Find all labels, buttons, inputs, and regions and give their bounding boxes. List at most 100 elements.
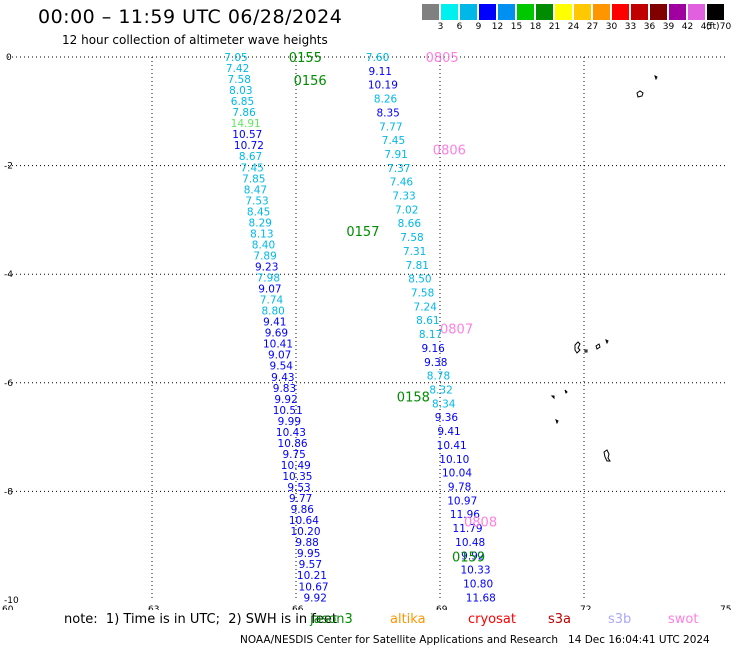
wave-height-value: 7.98 bbox=[257, 273, 280, 285]
wave-height-value: 9.86 bbox=[291, 504, 315, 516]
wave-height-value: 10.72 bbox=[234, 140, 264, 152]
wave-height-value: 8.17 bbox=[419, 329, 442, 341]
wave-height-value: 7.77 bbox=[379, 121, 402, 133]
wave-height-value: 8.80 bbox=[261, 306, 284, 318]
wave-height-value: 7.91 bbox=[384, 149, 407, 161]
lat-tick-label: -6 bbox=[4, 379, 13, 389]
colorbar-tick: 42 bbox=[681, 22, 694, 32]
wave-height-value: 9.92 bbox=[461, 551, 484, 563]
wave-height-value: 8.40 bbox=[252, 239, 275, 251]
wave-height-value: 7.60 bbox=[366, 52, 389, 64]
wave-height-value: 7.86 bbox=[232, 107, 256, 119]
wave-height-value: 9.07 bbox=[268, 350, 291, 362]
wave-height-value: 10.41 bbox=[437, 440, 467, 452]
wave-height-value: 9.92 bbox=[304, 592, 327, 604]
wave-height-value: 9.38 bbox=[424, 357, 447, 369]
footer-note: note: 1) Time is in UTC; 2) SWH is in fe… bbox=[64, 612, 337, 627]
wave-height-value: 9.11 bbox=[369, 66, 392, 78]
colorbar-swatch bbox=[707, 4, 724, 20]
wave-height-value: 7.89 bbox=[253, 250, 276, 262]
wave-height-value: 9.41 bbox=[437, 426, 460, 438]
colorbar-swatch bbox=[688, 4, 705, 20]
wave-height-value: 9.75 bbox=[282, 449, 305, 461]
wave-height-value: 10.48 bbox=[455, 537, 485, 549]
wave-height-value: 8.35 bbox=[376, 107, 399, 119]
wave-height-value: 9.88 bbox=[295, 537, 318, 549]
colorbar-swatch bbox=[555, 4, 572, 20]
wave-height-value: 9.53 bbox=[287, 482, 310, 494]
colorbar-swatch bbox=[517, 4, 534, 20]
wave-height-value: 7.42 bbox=[226, 63, 249, 75]
wave-height-value: 8.78 bbox=[427, 371, 450, 383]
colorbar-tick: 3 bbox=[437, 22, 444, 32]
island-outline bbox=[603, 449, 611, 462]
wave-height-value: 7.58 bbox=[411, 288, 434, 300]
footer-credit: NOAA/NESDIS Center for Satellite Applica… bbox=[240, 634, 710, 646]
wave-height-value: 10.19 bbox=[368, 80, 398, 92]
wave-height-value: 10.64 bbox=[289, 515, 319, 527]
pass-labels: 0155 0156 0157 0158 0159 0805 0806 0807 0808 bbox=[289, 51, 497, 566]
colorbar-swatch bbox=[422, 4, 439, 20]
wave-height-value: 8.45 bbox=[247, 206, 270, 218]
pass-time-label: 0806 bbox=[433, 143, 466, 158]
colorbar-tick: 36 bbox=[643, 22, 656, 32]
wave-height-value: 11.96 bbox=[450, 509, 480, 521]
wave-height-value: 14.91 bbox=[231, 118, 261, 130]
pass-time-label: 0157 bbox=[346, 225, 379, 240]
wave-height-value: 10.49 bbox=[281, 460, 311, 472]
wave-height-value: 7.58 bbox=[400, 232, 423, 244]
wave-height-value: 8.34 bbox=[432, 398, 456, 410]
colorbar-tick: 15 bbox=[510, 22, 523, 32]
wave-height-value: 10.97 bbox=[447, 495, 477, 507]
wave-height-value: 8.50 bbox=[408, 274, 431, 286]
pass-time-label: 0156 bbox=[294, 74, 327, 89]
wave-height-value: 10.51 bbox=[273, 405, 303, 417]
lon-tick-label: 75 bbox=[720, 605, 731, 610]
page-title: 00:00 – 11:59 UTC 06/28/2024 bbox=[38, 6, 343, 28]
wave-height-value: 10.43 bbox=[276, 427, 306, 439]
colorbar-tick: 18 bbox=[529, 22, 542, 32]
colorbar-swatch bbox=[574, 4, 591, 20]
wave-height-value: 7.31 bbox=[403, 246, 426, 258]
wave-height-value: 11.79 bbox=[453, 523, 483, 535]
wave-height-value: 10.10 bbox=[439, 454, 469, 466]
colorbar-swatch bbox=[612, 4, 629, 20]
axis-labels: 60 63 66 69 72 75 0 -2 -4 -6 -8 -10 bbox=[2, 53, 731, 610]
pass-time-label: 0807 bbox=[440, 323, 473, 338]
lon-tick-label: 69 bbox=[436, 605, 448, 610]
colorbar-unit: (ft) bbox=[706, 22, 720, 32]
island-outline bbox=[550, 389, 568, 425]
wave-height-map: 60 63 66 69 72 750-2-4-6-8-10 7.057.427.588.0… bbox=[2, 51, 731, 610]
pass-time-label: 0158 bbox=[397, 390, 430, 405]
wave-height-value: 10.86 bbox=[278, 438, 308, 450]
lon-tick-label: 72 bbox=[580, 605, 591, 610]
pass-time-label: 0155 bbox=[289, 51, 322, 66]
wave-height-value: 9.69 bbox=[265, 328, 288, 340]
wave-height-value: 7.53 bbox=[245, 195, 268, 207]
colorbar-swatch bbox=[650, 4, 667, 20]
wave-height-value: 7.58 bbox=[228, 74, 251, 86]
island-outline bbox=[574, 339, 609, 354]
wave-height-value: 9.36 bbox=[435, 412, 459, 424]
pass-time-label: 0805 bbox=[426, 51, 459, 66]
wave-height-value: 9.07 bbox=[258, 284, 281, 296]
colorbar-swatch bbox=[669, 4, 686, 20]
wave-height-value: 9.78 bbox=[448, 481, 471, 493]
satellite-legend-item: cryosat bbox=[468, 612, 516, 627]
lat-tick-label: -10 bbox=[4, 596, 19, 606]
wave-height-value: 7.81 bbox=[406, 260, 429, 272]
satellite-legend-item: jason3 bbox=[310, 612, 353, 627]
satellite-legend-item: s3b bbox=[608, 612, 632, 627]
wave-height-value: 8.47 bbox=[244, 184, 267, 196]
colorbar-swatch bbox=[536, 4, 553, 20]
wave-height-value: 9.43 bbox=[271, 372, 294, 384]
lon-tick-label: 66 bbox=[292, 605, 304, 610]
wave-height-value: 8.61 bbox=[416, 315, 439, 327]
wave-height-value: 9.92 bbox=[274, 394, 297, 406]
wave-height-value: 10.57 bbox=[232, 129, 262, 141]
colorbar-tick: 27 bbox=[586, 22, 599, 32]
wave-height-value: 7.02 bbox=[395, 204, 418, 216]
wave-height-value: 8.13 bbox=[250, 228, 273, 240]
wave-height-value: 7.37 bbox=[387, 163, 410, 175]
wave-height-value: 10.35 bbox=[282, 471, 312, 483]
